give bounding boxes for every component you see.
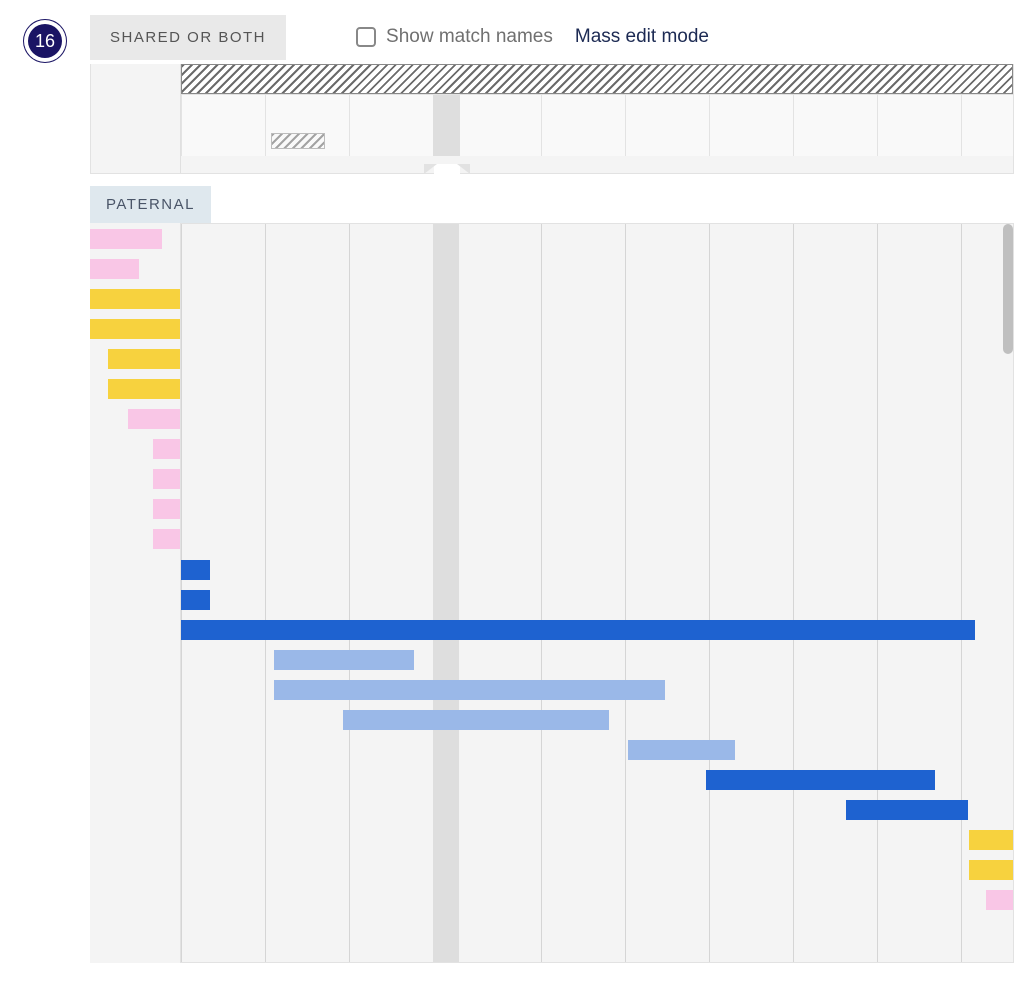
tab-paternal[interactable]: PATERNAL <box>90 186 211 223</box>
shared-chart <box>90 64 1014 174</box>
segment-bar[interactable] <box>90 319 180 339</box>
paternal-section: PATERNAL <box>90 186 1014 963</box>
chromosome-badge: 16 <box>24 20 66 62</box>
segment-bar[interactable] <box>108 379 180 399</box>
segment-bar[interactable] <box>181 620 975 640</box>
segment-bar[interactable] <box>846 800 968 820</box>
segment-bar[interactable] <box>90 229 162 249</box>
shared-segment[interactable] <box>271 133 325 149</box>
shared-notch <box>434 164 460 174</box>
segment-bar[interactable] <box>181 560 210 580</box>
segment-bar[interactable] <box>108 349 180 369</box>
segment-bar[interactable] <box>969 860 1013 880</box>
segment-bar[interactable] <box>274 650 414 670</box>
segment-bar[interactable] <box>706 770 935 790</box>
segment-bar[interactable] <box>153 529 180 549</box>
segment-bar[interactable] <box>153 469 180 489</box>
segment-bar[interactable] <box>153 499 180 519</box>
segment-bar[interactable] <box>274 680 665 700</box>
checkbox-icon <box>356 27 376 47</box>
shared-section <box>90 64 1014 174</box>
segment-bar[interactable] <box>128 409 180 429</box>
scrollbar-thumb[interactable] <box>1003 224 1013 354</box>
segment-bar[interactable] <box>628 740 735 760</box>
paternal-chart <box>90 223 1014 963</box>
show-match-names-toggle[interactable]: Show match names <box>356 26 553 48</box>
shared-ruler <box>181 64 1013 94</box>
segment-bar[interactable] <box>90 289 180 309</box>
segment-bar[interactable] <box>986 890 1013 910</box>
tab-shared-label: SHARED OR BOTH <box>110 29 266 46</box>
segment-bar[interactable] <box>153 439 180 459</box>
segment-bar[interactable] <box>90 259 139 279</box>
segment-bar[interactable] <box>343 710 609 730</box>
tab-shared[interactable]: SHARED OR BOTH <box>90 15 286 60</box>
tab-paternal-label: PATERNAL <box>106 196 195 213</box>
segment-bar[interactable] <box>969 830 1013 850</box>
show-match-names-label: Show match names <box>386 26 553 48</box>
shared-body <box>181 94 1013 156</box>
mass-edit-mode-link[interactable]: Mass edit mode <box>575 26 709 48</box>
top-controls: SHARED OR BOTH Show match names Mass edi… <box>90 10 1014 64</box>
segment-bar[interactable] <box>181 590 210 610</box>
chromosome-number: 16 <box>35 31 55 52</box>
